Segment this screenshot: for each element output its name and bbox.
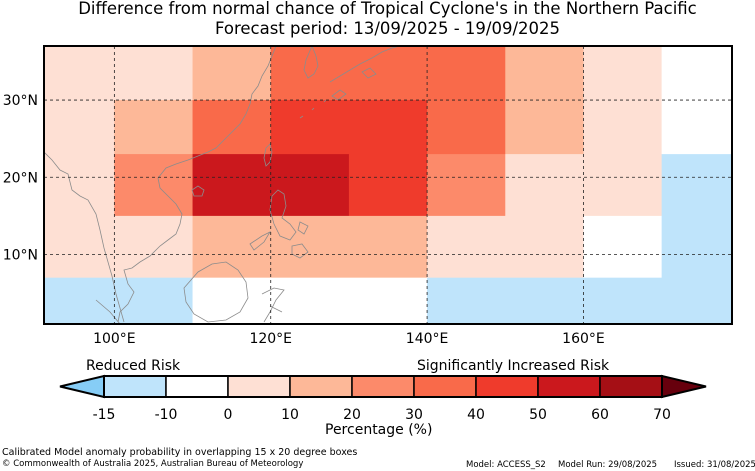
- grid-cell: [427, 46, 506, 101]
- colorbar-tick-label: 50: [529, 407, 547, 423]
- map-frame: [43, 45, 733, 325]
- grid-cell: [192, 215, 428, 279]
- longitude-tick-label: 140°E: [406, 331, 449, 347]
- colorbar-swatch: [351, 375, 415, 398]
- colorbar-over-arrow: [661, 374, 707, 399]
- grid-cell: [270, 46, 428, 101]
- colorbar-swatch: [413, 375, 477, 398]
- grid-cell: [661, 46, 733, 101]
- grid-cell: [583, 115, 663, 155]
- grid-cell: [661, 100, 733, 116]
- grid-cell: [44, 115, 115, 155]
- colorbar-tick-label: 60: [591, 407, 609, 423]
- colorbar-xlabel: Percentage (%): [325, 422, 433, 438]
- borneo-island: [183, 261, 249, 323]
- grid-cell: [192, 100, 272, 116]
- japan-islands: [329, 46, 401, 101]
- colorbar-outline: [103, 375, 663, 398]
- grid-cell: [348, 154, 428, 217]
- colorbar-swatch: [165, 375, 229, 398]
- latitude-tick-label: 10°N: [3, 248, 38, 264]
- colorbar-tick-label: 70: [653, 407, 671, 423]
- longitude-tick-label: 120°E: [249, 331, 292, 347]
- grid-cell: [427, 277, 733, 325]
- colorbar-swatch: [599, 375, 663, 398]
- grid-cell: [661, 215, 733, 279]
- model-run-text: Model Run: 29/08/2025: [558, 460, 658, 470]
- hainan-island: [191, 185, 205, 197]
- grid-cell: [427, 115, 506, 155]
- grid-cell: [661, 154, 733, 217]
- latitude-ticks: 10°N 20°N 30°N: [3, 93, 38, 263]
- probability-grid: [44, 46, 733, 325]
- grid-cell: [583, 154, 663, 217]
- grid-cell: [114, 154, 194, 217]
- colorbar-tick-label: -10: [155, 407, 178, 423]
- grid-cell: [427, 100, 506, 116]
- longitude-tick-label: 100°E: [93, 331, 136, 347]
- grid-cell: [583, 215, 663, 279]
- grid-cell: [270, 115, 428, 155]
- colorbar: -15 -10 0 10 20 30 40 50 60 70: [59, 374, 707, 423]
- latitude-tick-label: 30°N: [3, 93, 38, 109]
- longitude-tick-label: 160°E: [562, 331, 605, 347]
- grid-cell: [583, 46, 663, 101]
- issued-text: Issued: 31/08/2025: [674, 460, 755, 470]
- copyright-text: © Commonwealth of Australia 2025, Austra…: [2, 459, 304, 469]
- colorbar-tick-label: 30: [405, 407, 423, 423]
- colorbar-swatch: [537, 375, 601, 398]
- ryukyu-islands: [299, 99, 327, 119]
- grid-cell: [505, 154, 584, 217]
- grid-cell: [505, 46, 584, 101]
- colorbar-tick-label: 40: [467, 407, 485, 423]
- chart-title-line1: Difference from normal chance of Tropica…: [78, 0, 697, 18]
- grid-cell: [44, 215, 115, 279]
- grid-cell: [192, 277, 428, 325]
- chart-title-line2: Forecast period: 13/09/2025 - 19/09/2025: [214, 19, 561, 38]
- grid-cell: [505, 100, 584, 116]
- grid-cell: [505, 215, 584, 279]
- colorbar-tick-label: 0: [224, 407, 233, 423]
- grid-cell: [427, 154, 506, 217]
- latitude-tick-label: 20°N: [3, 170, 38, 186]
- taiwan-island: [263, 143, 273, 167]
- sulawesi-island: [261, 287, 285, 323]
- increased-risk-label: Significantly Increased Risk: [417, 358, 610, 374]
- colorbar-under-arrow: [59, 374, 105, 399]
- colorbar-tick-label: -15: [93, 407, 116, 423]
- grid-cell: [270, 100, 428, 116]
- graticule: [44, 46, 732, 324]
- longitude-ticks: 100°E 120°E 140°E 160°E: [93, 331, 605, 347]
- grid-cell: [192, 46, 272, 101]
- korea-peninsula: [303, 46, 319, 79]
- colorbar-tick-label: 20: [343, 407, 361, 423]
- grid-cell: [661, 115, 733, 155]
- philippines-islands: [249, 189, 309, 259]
- grid-cell: [44, 46, 115, 101]
- grid-cell: [114, 46, 194, 101]
- grid-cell: [44, 277, 194, 325]
- colorbar-swatch: [227, 375, 291, 398]
- reduced-risk-label: Reduced Risk: [86, 358, 181, 374]
- colorbar-tick-label: 10: [281, 407, 299, 423]
- colorbar-swatch: [103, 375, 167, 398]
- caption-text: Calibrated Model anomaly probability in …: [2, 447, 358, 458]
- grid-cell: [114, 215, 194, 279]
- grid-cell: [44, 100, 115, 116]
- grid-cell: [192, 115, 272, 155]
- colorbar-swatch: [475, 375, 539, 398]
- grid-cell: [114, 115, 194, 155]
- grid-cell: [427, 215, 506, 279]
- grid-cell: [505, 115, 584, 155]
- colorbar-swatch: [289, 375, 353, 398]
- model-text: Model: ACCESS_S2: [466, 460, 546, 470]
- sumatra-coast: [95, 299, 121, 324]
- grid-cell: [583, 100, 663, 116]
- grid-cell: [114, 100, 194, 116]
